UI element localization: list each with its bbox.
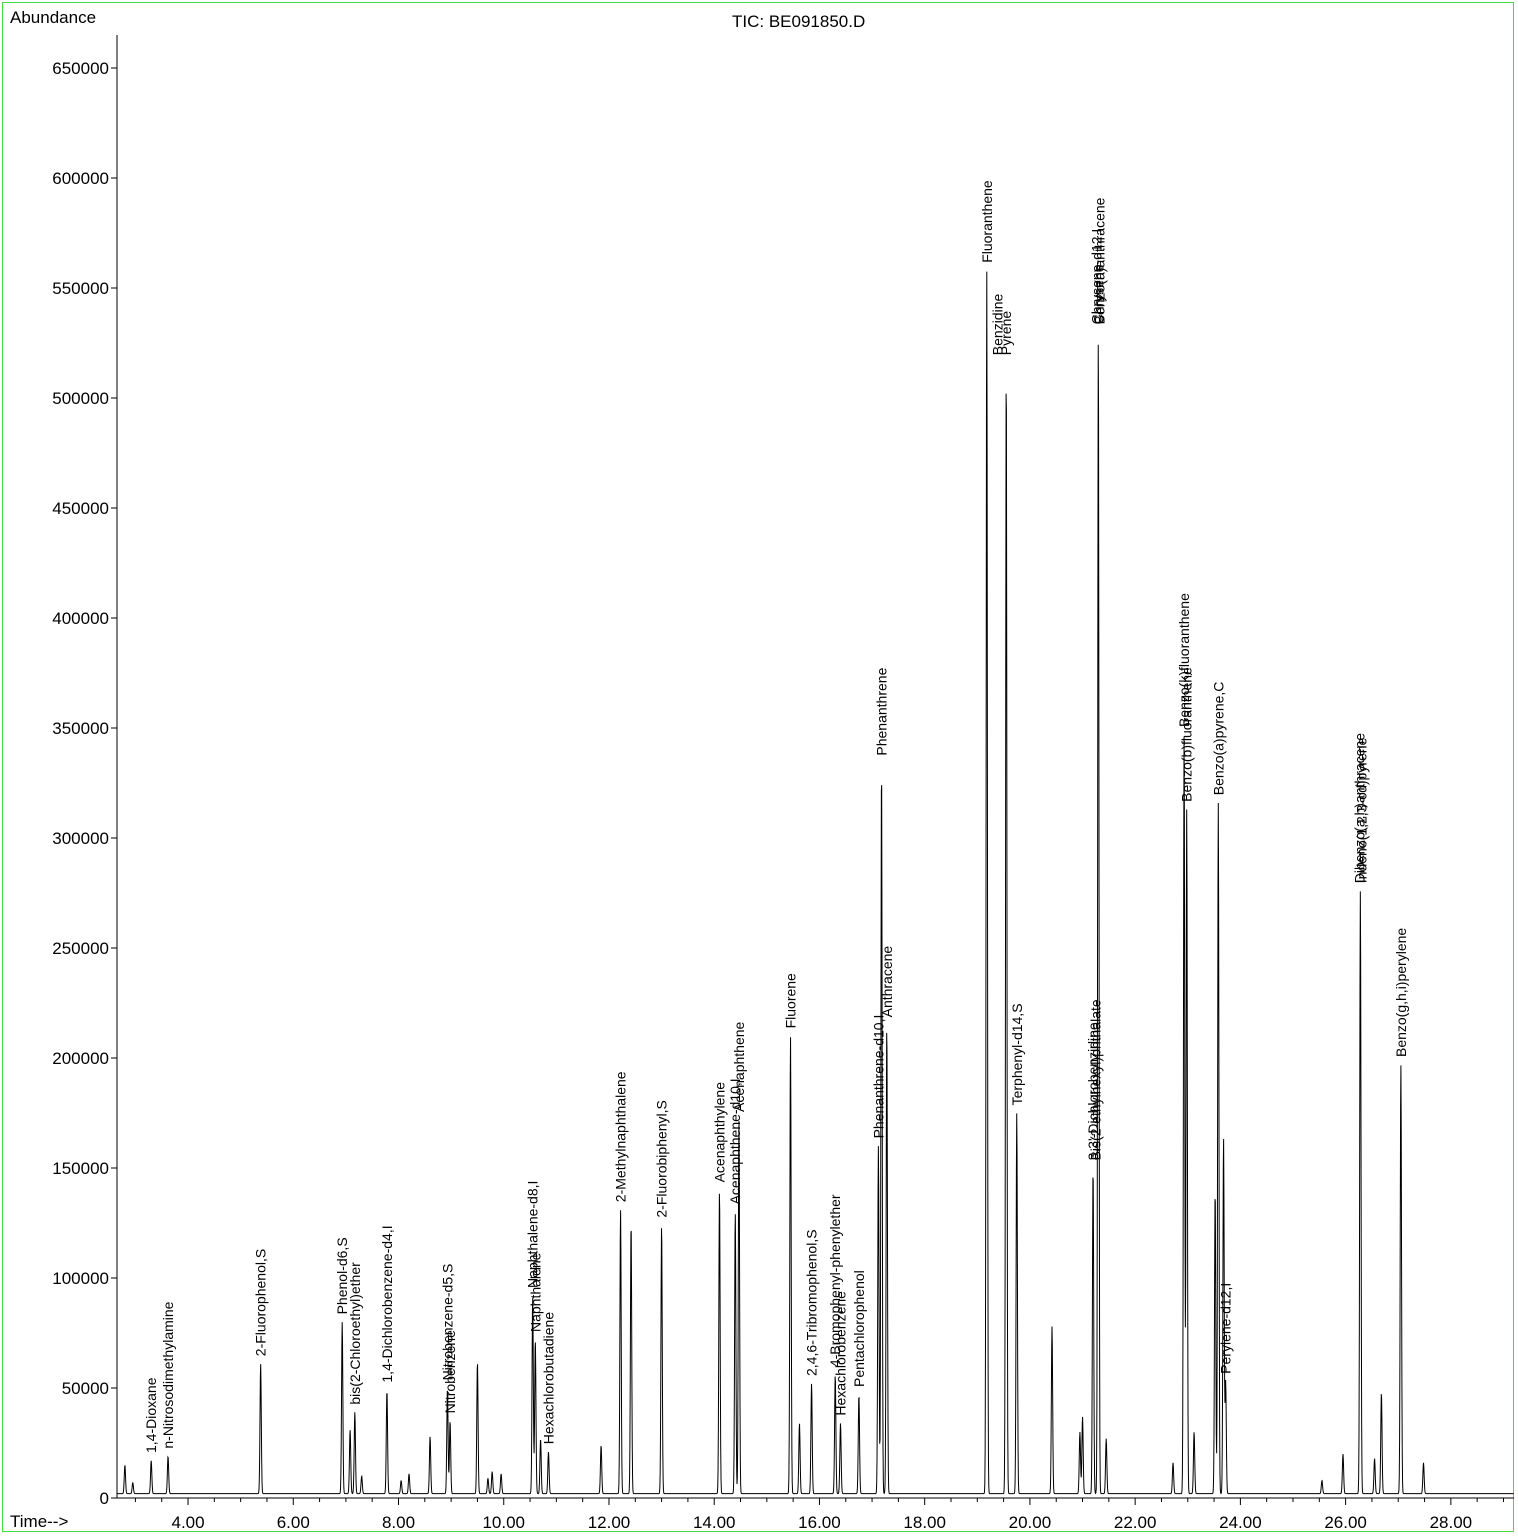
- peak-label: Benzo(g,h,i)perylene: [1393, 928, 1409, 1057]
- peak-label: Chrysene: [1090, 264, 1106, 324]
- peak-label: 2-Fluorobiphenyl,S: [654, 1100, 670, 1218]
- y-tick-label: 550000: [52, 279, 109, 298]
- y-tick-label: 300000: [52, 829, 109, 848]
- y-tick-label: 600000: [52, 169, 109, 188]
- peak-label: n-Nitrosodimethylamine: [160, 1301, 176, 1448]
- y-tick-label: 500000: [52, 389, 109, 408]
- y-tick-label: 400000: [52, 609, 109, 628]
- peak-label: Hexachlorobutadiene: [540, 1312, 556, 1445]
- x-tick-label: 24.00: [1219, 1513, 1262, 1532]
- y-tick-label: 200000: [52, 1049, 109, 1068]
- peak-label: 3,3'-Dichlorobenzidine: [1085, 1022, 1101, 1160]
- x-tick-label: 22.00: [1114, 1513, 1157, 1532]
- y-tick-label: 350000: [52, 719, 109, 738]
- chart-title: TIC: BE091850.D: [732, 12, 866, 31]
- peak-label: Naphthalene: [527, 1252, 543, 1332]
- peak-label: Benzo(k)fluoranthene: [1176, 593, 1192, 727]
- peak-label: Benzidine: [989, 293, 1005, 355]
- peak-label: Indeno(1,2,3-cd)pyrene: [1353, 737, 1369, 883]
- peak-label: Phenanthrene: [874, 667, 890, 755]
- x-tick-label: 14.00: [693, 1513, 736, 1532]
- y-axis-label: Abundance: [10, 8, 97, 27]
- peak-label: Acenaphthene-d10,I: [727, 1078, 743, 1204]
- tic-trace: [117, 271, 1514, 1495]
- peak-label: Acenaphthene: [731, 1021, 747, 1112]
- peak-label: Benzo(a)pyrene,C: [1210, 682, 1226, 796]
- x-tick-label: 10.00: [482, 1513, 525, 1532]
- y-tick-label: 450000: [52, 499, 109, 518]
- x-tick-label: 6.00: [277, 1513, 310, 1532]
- peak-label: Nitrobenzene: [442, 1330, 458, 1413]
- peak-label: Phenanthrene-d10,I: [870, 1015, 886, 1139]
- peak-label: Perylene-d12,I: [1218, 1283, 1234, 1374]
- peak-label: Dibenzo(a,h)anthracene: [1351, 733, 1367, 883]
- peak-label: 2,4,6-Tribromophenol,S: [804, 1229, 820, 1376]
- y-tick-label: 250000: [52, 939, 109, 958]
- peak-label: Nitrobenzene-d5,S: [439, 1264, 455, 1381]
- peak-label: Pentachlorophenol: [851, 1270, 867, 1387]
- peak-label: Pyrene: [998, 311, 1014, 356]
- peak-label: 1,4-Dichlorobenzene-d4,I: [379, 1225, 395, 1382]
- peak-label: Anthracene: [879, 946, 895, 1018]
- x-tick-label: 20.00: [1009, 1513, 1052, 1532]
- peak-label: Bis(2-ethylhexyl)phthalate: [1088, 999, 1104, 1160]
- peak-label: 1,4-Dioxane: [143, 1377, 159, 1453]
- peak-label: 4-Bromophenyl-phenylether: [827, 1194, 843, 1367]
- y-tick-label: 150000: [52, 1159, 109, 1178]
- peak-label: 2-Fluorophenol,S: [253, 1249, 269, 1356]
- x-tick-label: 16.00: [798, 1513, 841, 1532]
- peak-label: Acenaphthylene: [711, 1082, 727, 1183]
- peak-label: Fluoranthene: [979, 180, 995, 263]
- peak-label: Naphthalene-d8,I: [525, 1181, 541, 1288]
- peak-label: Benzo(b)fluoranthene: [1179, 667, 1195, 802]
- x-tick-label: 12.00: [588, 1513, 631, 1532]
- x-axis-label: Time-->: [10, 1512, 69, 1531]
- x-tick-label: 8.00: [382, 1513, 415, 1532]
- y-tick-label: 0: [100, 1489, 109, 1508]
- y-tick-label: 50000: [62, 1379, 109, 1398]
- y-tick-label: 650000: [52, 59, 109, 78]
- peak-label: 2-Methylnaphthalene: [613, 1071, 629, 1202]
- x-tick-label: 28.00: [1430, 1513, 1473, 1532]
- peak-label: Hexachlorobenzene: [832, 1291, 848, 1416]
- x-tick-label: 4.00: [171, 1513, 204, 1532]
- x-tick-label: 26.00: [1324, 1513, 1367, 1532]
- x-tick-label: 18.00: [903, 1513, 946, 1532]
- peak-label: Chrysene-d12,I: [1089, 229, 1105, 325]
- peak-label: bis(2-Chloroethyl)ether: [347, 1262, 363, 1405]
- y-tick-label: 100000: [52, 1269, 109, 1288]
- peak-label: Terphenyl-d14,S: [1009, 1003, 1025, 1105]
- peak-label: Phenol-d6,S: [334, 1237, 350, 1314]
- peak-label: Fluorene: [783, 973, 799, 1028]
- peak-label: Benzo(a)anthracene: [1091, 197, 1107, 324]
